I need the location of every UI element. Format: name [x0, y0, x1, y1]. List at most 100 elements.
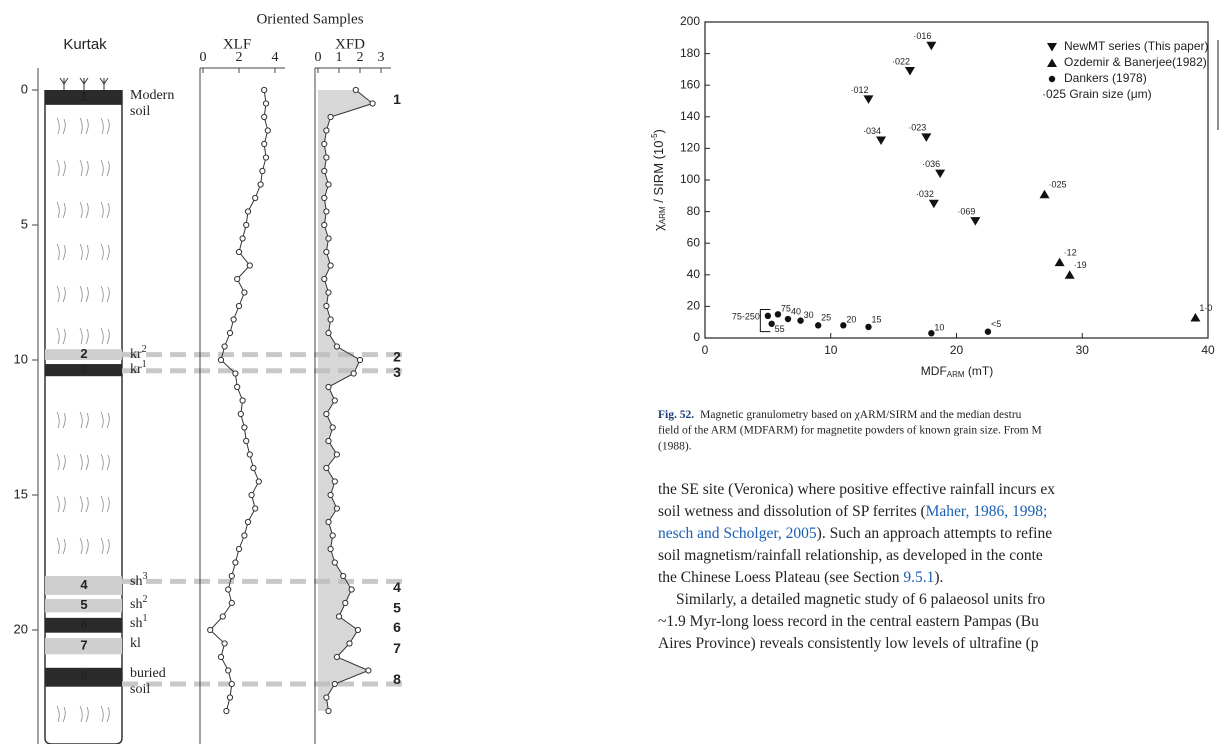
profile-point	[346, 640, 353, 647]
scatter-point	[865, 323, 872, 331]
scatter-point	[926, 41, 937, 51]
point-label: 30	[804, 310, 814, 320]
profile-point	[329, 532, 336, 539]
scatter-point	[1064, 270, 1075, 279]
unit-band	[45, 617, 122, 633]
point-label: ·025	[1049, 180, 1067, 190]
profile-point	[321, 140, 328, 148]
loess-symbol	[79, 117, 89, 135]
unit-number: 5	[80, 597, 87, 612]
point-label: 75-250	[732, 311, 760, 321]
profile-point	[239, 397, 246, 404]
scatter-point	[928, 330, 935, 337]
xfd-unit-number: 6	[393, 619, 401, 635]
loess-symbol	[100, 243, 110, 261]
point-label: 15	[871, 314, 881, 324]
profile-point	[241, 424, 248, 431]
loess-symbol	[56, 537, 66, 555]
profile-point	[261, 140, 268, 148]
point-label: 25	[821, 313, 831, 323]
y-tick-label: 180	[680, 46, 700, 60]
loess-symbol	[79, 453, 89, 471]
profile-point	[333, 505, 340, 512]
profile-point	[321, 221, 328, 229]
text-part: MDF	[921, 364, 947, 378]
unit-name: kl	[130, 636, 141, 651]
profile-point	[331, 559, 338, 566]
scatter-point	[764, 312, 772, 320]
scatter-point	[970, 217, 981, 226]
point-label: ·034	[863, 126, 881, 136]
profile-point	[331, 680, 338, 688]
y-tick-label: 60	[687, 235, 701, 249]
text-part: Aires Province) reveals consistently low…	[658, 635, 1039, 652]
profile-point	[333, 343, 340, 350]
scatter-point	[876, 136, 887, 145]
loess-symbol	[100, 705, 110, 723]
text-part: )	[651, 129, 666, 133]
x-tick-label: 4	[272, 50, 279, 65]
profile-point	[232, 370, 239, 377]
body-line: ~1.9 Myr-long loess record in the centra…	[658, 613, 1039, 630]
profile-point	[369, 100, 376, 107]
text-part: soil magnetism/rainfall relationship, as…	[658, 547, 1043, 564]
profile-point	[219, 613, 226, 620]
profile-point	[325, 437, 332, 445]
profile-point	[239, 235, 246, 242]
text-part: kr	[130, 362, 142, 377]
unit-band	[45, 598, 122, 613]
text-part: -5	[650, 133, 659, 141]
xfd-unit-number: 2	[393, 348, 401, 364]
loess-symbol	[56, 159, 66, 177]
loess-symbol	[100, 201, 110, 219]
text-part: χ	[651, 224, 666, 231]
legend-entry: Dankers (1978)	[1064, 71, 1147, 85]
unit-band	[45, 638, 122, 655]
point-label: ·023	[908, 123, 926, 133]
loess-symbol	[100, 285, 110, 303]
text-part: 9.5.1	[903, 569, 934, 586]
xfd-unit-number: 3	[393, 364, 401, 380]
y-tick-label: 20	[687, 299, 701, 313]
profile-point	[243, 221, 250, 229]
profile-point	[323, 302, 330, 310]
caption: (1988).	[658, 441, 692, 453]
legend-entry: Ozdemir & Banerjee(1982)	[1064, 55, 1207, 69]
y-tick-label: 0	[21, 81, 28, 96]
y-tick-label: 20	[14, 621, 28, 636]
profile-point	[248, 491, 255, 499]
profile-point	[244, 518, 252, 526]
y-tick-label: 40	[687, 267, 701, 281]
loess-symbol	[100, 327, 110, 345]
loess-symbol	[79, 159, 89, 177]
body-line: the Chinese Loess Plateau (see Section 9…	[658, 569, 943, 586]
text-part: Similarly, a detailed magnetic study of …	[676, 591, 1045, 608]
scatter-point	[928, 199, 939, 209]
unit-band	[45, 349, 122, 360]
profile-point	[235, 248, 243, 256]
profile-point	[350, 370, 357, 377]
unit-number: 3	[80, 362, 87, 377]
profile-point	[325, 235, 332, 242]
unit-name: soil	[130, 104, 150, 119]
profile-point	[225, 667, 232, 674]
xfd-unit-number: 7	[393, 640, 401, 656]
loess-symbol	[56, 201, 66, 219]
point-label: ·069	[957, 206, 975, 216]
profile-point	[228, 680, 235, 688]
column-outline	[44, 90, 123, 744]
profile-point	[365, 667, 372, 674]
legend-marker	[1047, 58, 1057, 67]
plant-symbol	[59, 77, 69, 90]
profile-point	[325, 329, 332, 337]
xfd-area	[318, 90, 373, 711]
unit-band	[45, 667, 122, 687]
y-axis-label: χARM / SIRM (10-5)	[650, 129, 667, 231]
profile-point	[232, 559, 239, 566]
profile-point	[331, 397, 338, 404]
profile-point	[243, 437, 250, 445]
loess-symbol	[56, 411, 66, 429]
plant-symbol	[79, 77, 89, 90]
unit-number: 4	[80, 577, 88, 592]
